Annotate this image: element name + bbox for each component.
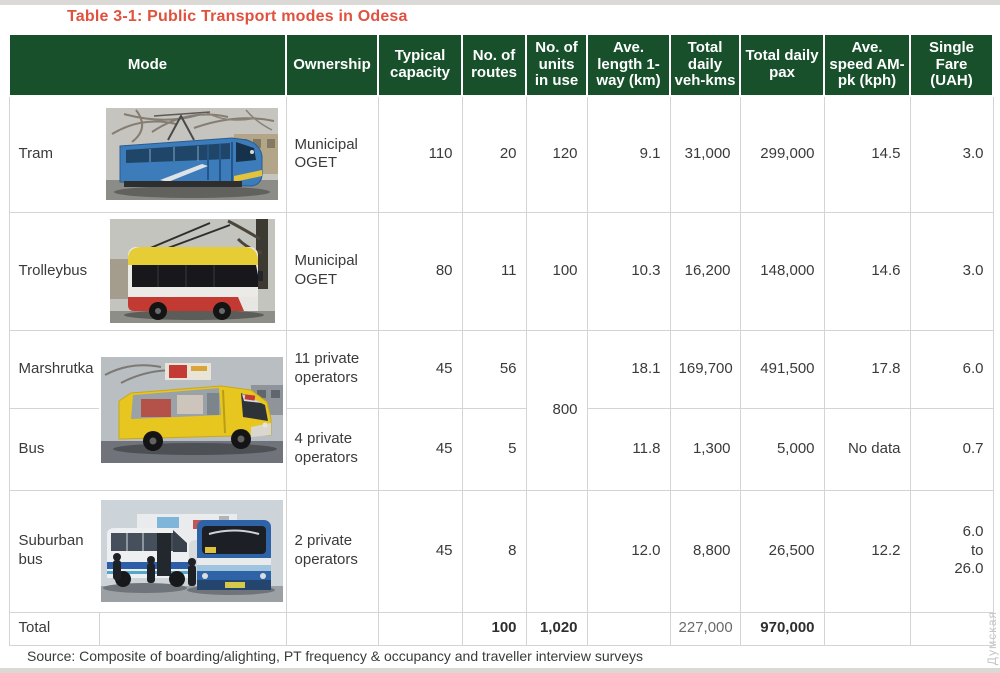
suburban-vehkms-cell: 8,800 [669, 489, 741, 613]
trolleybus-mode-cell: Trolleybus [8, 211, 99, 331]
header-row: Mode Ownership Typical capacity No. of r… [7, 33, 995, 97]
total-ownership-cell [285, 611, 379, 646]
total-units-cell: 1,020 [525, 611, 588, 646]
marshrutka-mode-cell: Marshrutka [8, 329, 99, 409]
trolleybus-length-cell: 10.3 [586, 211, 671, 331]
total-routes-cell: 100 [461, 611, 527, 646]
marshrutka-pax-cell: 491,500 [739, 329, 825, 409]
marshrutka-speed-cell: 17.8 [823, 329, 911, 409]
marshrutka-length-cell: 18.1 [586, 329, 671, 409]
trolleybus-photo [109, 219, 275, 323]
header-ownership: Ownership [285, 33, 380, 97]
suburban-length-cell: 12.0 [586, 489, 671, 613]
transport-table-wrapper: Mode Ownership Typical capacity No. of r… [7, 33, 995, 646]
bottom-edge-strip [0, 668, 1000, 673]
tram-fare-cell: 3.0 [909, 95, 994, 213]
trolleybus-photo-illustration [109, 219, 275, 323]
marshrutka-photo-cell [99, 329, 287, 491]
tram-routes-cell: 20 [461, 95, 527, 213]
tram-photo-cell [99, 95, 287, 213]
tram-units-cell: 120 [525, 95, 588, 213]
marshrutka-photo-illustration [101, 357, 284, 463]
tram-photo-illustration [106, 108, 279, 201]
bus-capacity-cell: 45 [377, 407, 463, 491]
total-pax-cell: 970,000 [739, 611, 825, 646]
row-trolleybus: Trolleybus [8, 211, 994, 331]
tram-ownership-cell: Municipal OGET [285, 95, 379, 213]
tram-mode-cell: Tram [8, 95, 99, 213]
trolleybus-speed-cell: 14.6 [823, 211, 911, 331]
marshrutka-fare-cell: 6.0 [909, 329, 994, 409]
table-title: Table 3-1: Public Transport modes in Ode… [67, 8, 408, 25]
marshrutka-vehkms-cell: 169,700 [669, 329, 741, 409]
trolleybus-capacity-cell: 80 [377, 211, 463, 331]
header-mode: Mode [7, 33, 288, 97]
total-speed-cell [823, 611, 911, 646]
tram-length-cell: 9.1 [586, 95, 671, 213]
source-note: Source: Composite of boarding/alighting,… [27, 648, 644, 664]
trolleybus-units-cell: 100 [525, 211, 588, 331]
trolleybus-vehkms-cell: 16,200 [669, 211, 741, 331]
bus-mode-cell: Bus [8, 407, 99, 491]
transport-modes-table: Mode Ownership Typical capacity No. of r… [7, 33, 995, 646]
trolleybus-pax-cell: 148,000 [739, 211, 825, 331]
header-pax: Total daily pax [739, 33, 826, 97]
total-length-cell [586, 611, 671, 646]
bus-fare-cell: 0.7 [909, 407, 994, 491]
tram-photo [106, 108, 279, 201]
suburban-photo-cell [99, 489, 287, 613]
top-edge-strip [0, 0, 1000, 5]
suburban-photo-illustration [101, 500, 284, 602]
suburban-pax-cell: 26,500 [739, 489, 825, 613]
header-length: Ave. length 1-way (km) [586, 33, 672, 97]
trolleybus-fare-cell: 3.0 [909, 211, 994, 331]
bus-ownership-cell: 4 private operators [285, 407, 379, 491]
bus-vehkms-cell: 1,300 [669, 407, 741, 491]
header-vehkms: Total daily veh-kms [669, 33, 742, 97]
suburban-mode-cell: Suburban bus [8, 489, 99, 613]
total-fare-cell [909, 611, 994, 646]
total-label-cell: Total [8, 611, 100, 646]
suburban-capacity-cell: 45 [377, 489, 463, 613]
trolleybus-ownership-cell: Municipal OGET [285, 211, 379, 331]
watermark: Думская [985, 610, 999, 665]
suburban-speed-cell: 12.2 [823, 489, 911, 613]
trolleybus-photo-cell [99, 211, 287, 331]
header-capacity: Typical capacity [377, 33, 464, 97]
header-fare: Single Fare (UAH) [909, 33, 995, 97]
row-suburban-bus: Suburban bus [8, 489, 994, 613]
bus-routes-cell: 5 [461, 407, 527, 491]
bus-speed-cell: No data [823, 407, 911, 491]
row-tram: Tram [8, 95, 994, 213]
tram-capacity-cell: 110 [377, 95, 463, 213]
tram-vehkms-cell: 31,000 [669, 95, 741, 213]
marshrutka-ownership-cell: 11 private operators [285, 329, 379, 409]
header-speed: Ave. speed AM-pk (kph) [823, 33, 912, 97]
header-units: No. of units in use [525, 33, 589, 97]
row-total: Total 100 1,020 227,000 970,000 [8, 611, 994, 646]
bus-length-cell: 11.8 [586, 407, 671, 491]
total-vehkms-cell: 227,000 [669, 611, 741, 646]
marshrutka-bus-units-merged-cell: 800 [525, 329, 588, 491]
tram-pax-cell: 299,000 [739, 95, 825, 213]
tram-speed-cell: 14.5 [823, 95, 911, 213]
suburban-units-cell [525, 489, 588, 613]
trolleybus-routes-cell: 11 [461, 211, 527, 331]
suburban-fare-cell: 6.0 to 26.0 [909, 489, 994, 613]
header-routes: No. of routes [461, 33, 528, 97]
suburban-photo [101, 500, 284, 602]
total-photo-spacer-cell [98, 611, 287, 646]
marshrutka-photo [101, 357, 284, 463]
suburban-routes-cell: 8 [461, 489, 527, 613]
total-capacity-cell [377, 611, 463, 646]
bus-pax-cell: 5,000 [739, 407, 825, 491]
row-marshrutka: Marshrutka [8, 329, 994, 491]
marshrutka-capacity-cell: 45 [377, 329, 463, 409]
marshrutka-routes-cell: 56 [461, 329, 527, 409]
suburban-ownership-cell: 2 private operators [285, 489, 379, 613]
